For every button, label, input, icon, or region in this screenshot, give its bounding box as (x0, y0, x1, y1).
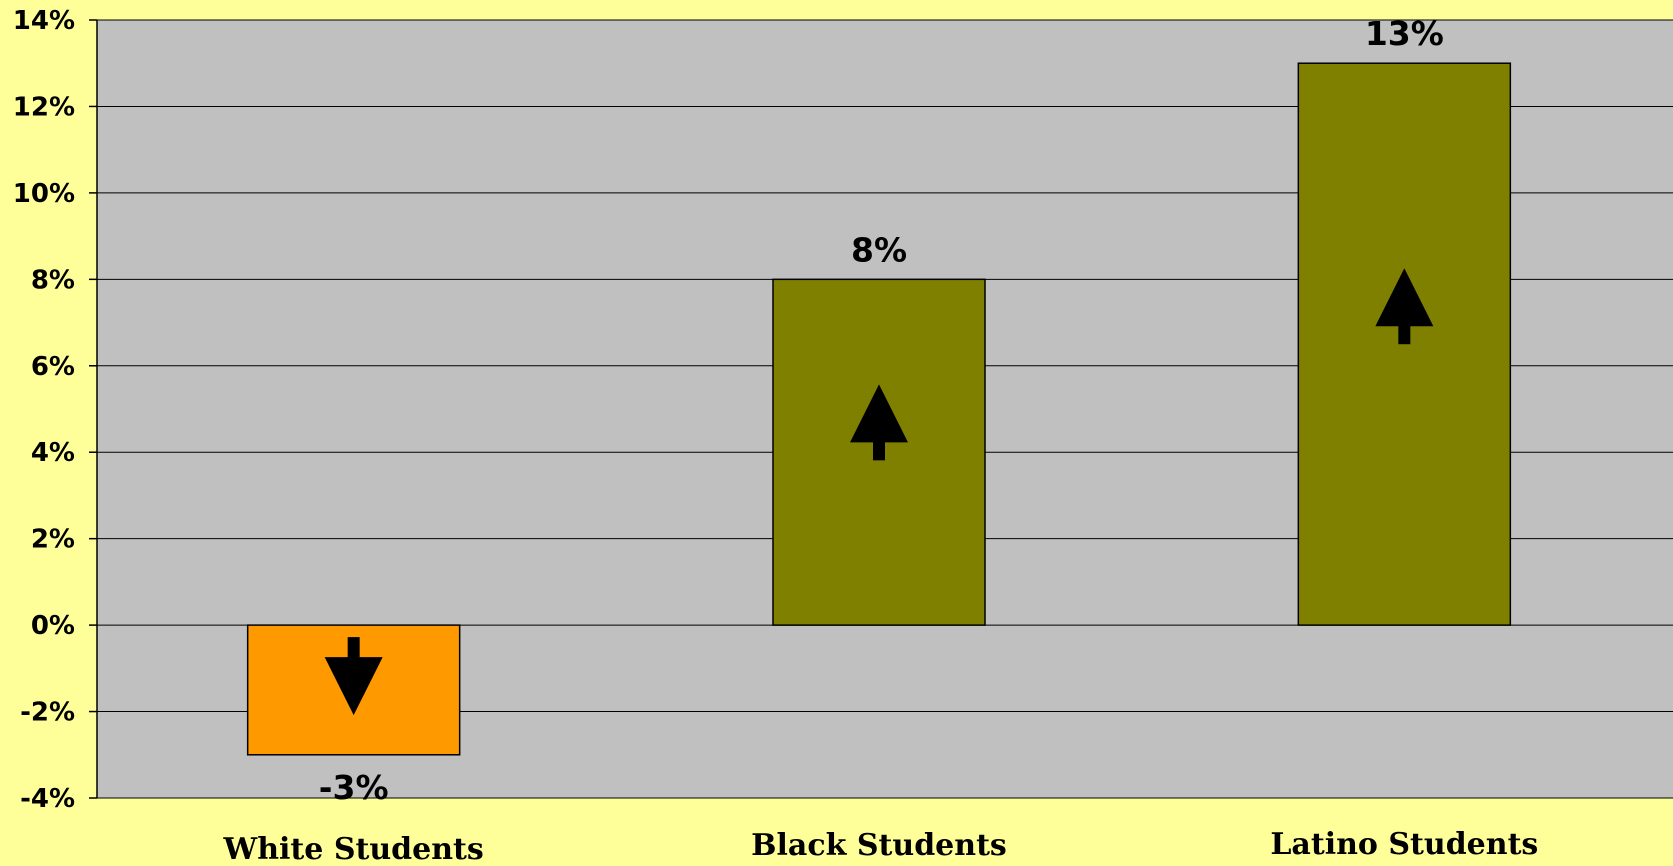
y-tick-label: 2% (31, 525, 75, 555)
data-label: -3% (319, 768, 389, 807)
y-tick-label: 6% (31, 352, 75, 382)
x-category-label: Latino Students (1270, 827, 1538, 862)
y-axis-tick-labels: 14% 12% 10% 8% 6% 4% 2% 0% -2% -4% (13, 6, 75, 814)
bars (246, 62, 1512, 756)
data-label: 8% (851, 230, 907, 269)
up-arrow-icon (850, 384, 908, 461)
x-axis-category-labels: White Students Black Students Latino Stude… (223, 827, 1539, 866)
data-label: 13% (1365, 14, 1444, 53)
up-arrow-icon (1375, 268, 1434, 345)
y-tick-label: 8% (31, 265, 75, 295)
y-tick-label: 0% (31, 611, 75, 641)
y-tick-label: -4% (20, 784, 75, 814)
y-tick-label: -2% (20, 698, 75, 728)
down-arrow-icon (324, 637, 383, 716)
x-category-label: White Students (223, 832, 484, 866)
y-tick-label: 12% (13, 92, 75, 122)
data-labels: -3% 8% 13% (319, 14, 1444, 807)
x-category-label: Black Students (751, 828, 1007, 863)
y-tick-label: 14% (13, 6, 75, 36)
y-tick-label: 10% (13, 179, 75, 209)
y-tick-label: 4% (31, 438, 75, 468)
